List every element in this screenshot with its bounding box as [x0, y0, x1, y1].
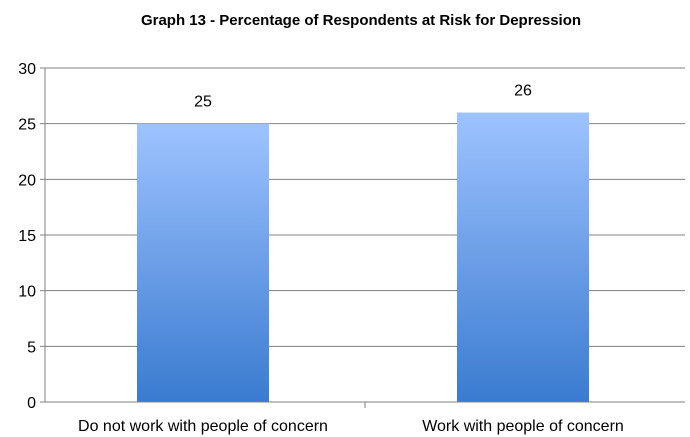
y-tick-label: 25 [18, 117, 36, 134]
x-category-label: Work with people of concern [422, 418, 624, 435]
y-tick-label: 20 [18, 172, 36, 189]
data-labels: 25 26 [194, 83, 532, 111]
y-tick-label: 5 [27, 339, 36, 356]
y-tick-label: 0 [27, 395, 36, 412]
data-label: 25 [194, 94, 212, 111]
y-axis-ticks: 0 5 10 15 20 25 30 [18, 61, 45, 412]
bar [457, 112, 589, 403]
x-category-label: Do not work with people of concern [78, 418, 328, 435]
y-tick-label: 10 [18, 284, 36, 301]
bar [137, 123, 269, 403]
y-tick-label: 30 [18, 61, 36, 78]
x-axis-categories: Do not work with people of concern Work w… [78, 418, 624, 435]
chart-title: Graph 13 - Percentage of Respondents at … [141, 12, 581, 29]
axes [44, 68, 685, 408]
bars [137, 112, 589, 403]
y-tick-label: 15 [18, 228, 36, 245]
data-label: 26 [514, 83, 532, 100]
